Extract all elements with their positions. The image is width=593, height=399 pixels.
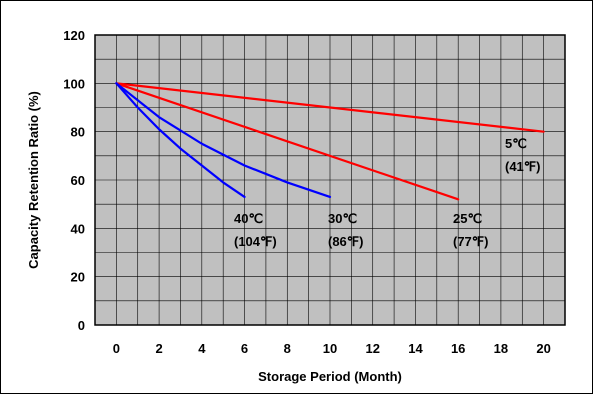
grid (95, 35, 565, 325)
x-tick-label: 10 (323, 341, 337, 356)
x-tick-label: 16 (451, 341, 465, 356)
x-tick-label: 4 (198, 341, 206, 356)
series-line-1 (115, 82, 460, 201)
y-axis-label: Capacity Retention Ratio (%) (26, 91, 41, 269)
series-line-3 (115, 82, 246, 199)
x-tick-label: 12 (365, 341, 379, 356)
x-tick-label: 18 (494, 341, 508, 356)
x-tick-label: 6 (241, 341, 248, 356)
series-line-0 (115, 82, 545, 133)
x-tick-label: 0 (113, 341, 120, 356)
series-lines (115, 82, 545, 201)
y-tick-label: 20 (71, 270, 85, 285)
series-label-2-line-1: (86℉) (328, 234, 364, 249)
y-tick-label: 80 (71, 125, 85, 140)
y-tick-label: 120 (63, 28, 85, 43)
x-tick-label: 20 (536, 341, 550, 356)
x-tick-label: 14 (408, 341, 423, 356)
series-label-1-line-1: (77℉) (453, 234, 489, 249)
x-axis-label: Storage Period (Month) (258, 369, 402, 384)
series-labels: 5℃ (41℉) 25℃ (77℉) 30℃ (86℉) 40℃ (104℉) (234, 136, 541, 249)
series-label-1-line-0: 25℃ (453, 211, 482, 226)
y-tick-label: 0 (78, 318, 85, 333)
series-label-3-line-1: (104℉) (234, 234, 277, 249)
series-label-0-line-1: (41℉) (505, 159, 541, 174)
y-tick-label: 60 (71, 173, 85, 188)
x-tick-label: 8 (284, 341, 291, 356)
series-label-2-line-0: 30℃ (328, 211, 357, 226)
tick-labels: 0 2 4 6 8 10 12 14 16 18 20 0 20 40 60 80 100 120 (63, 28, 551, 356)
series-label-0-line-0: 5℃ (505, 136, 527, 151)
y-tick-label: 40 (71, 221, 85, 236)
series-line-2 (115, 82, 332, 199)
y-tick-label: 100 (63, 76, 85, 91)
x-tick-label: 2 (155, 341, 162, 356)
series-label-3-line-0: 40℃ (234, 211, 263, 226)
